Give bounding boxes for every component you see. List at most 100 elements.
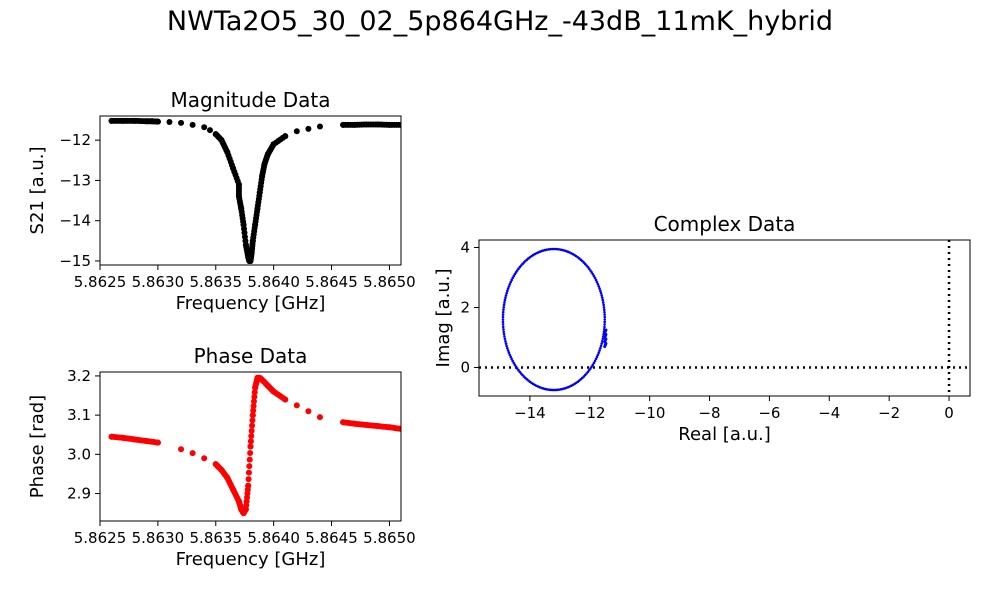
magnitude-point [131,117,138,124]
complex-xtick-label: −4 [818,404,840,422]
phase-point [282,396,289,403]
magnitude-xtick-label: 5.8645 [305,273,358,291]
complex-frame [478,239,971,397]
phase-point [246,456,253,463]
figure-title: NWTa2O5_30_02_5p864GHz_-43dB_11mK_hybrid [166,6,834,37]
complex-point [600,342,603,345]
magnitude-axes: Magnitude Data 5.8625 5.8630 5.8635 5.8640 5.… [27,88,416,314]
complex-point [603,310,606,314]
magnitude-point [224,149,231,156]
magnitude-point [363,121,370,128]
magnitude-point [108,117,115,124]
phase-point [212,461,219,468]
complex-point [509,355,512,359]
magnitude-point [201,124,208,131]
complex-point [501,323,505,326]
complex-xtick-label: −12 [574,404,606,422]
complex-point [599,289,602,293]
complex-point [504,339,507,343]
phase-point [235,498,242,505]
complex-ytick-label: 0 [460,359,470,377]
complex-point [512,361,516,365]
phase-point [245,469,252,476]
complex-point [501,315,505,319]
magnitude-point [254,205,261,212]
phase-point [252,384,259,391]
phase-point [246,463,253,470]
phase-point [264,382,271,389]
complex-point [508,353,512,357]
complex-point [506,349,510,352]
complex-point [502,305,506,309]
phase-point [178,446,185,453]
phase-point [245,482,252,489]
phase-point [245,476,252,483]
complex-point [513,363,517,367]
complex-point [511,359,514,363]
phase-point [293,402,300,409]
magnitude-xtick-label: 5.8650 [363,273,416,291]
phase-point [201,455,208,462]
complex-plot-area [479,240,970,396]
complex-point [509,280,512,284]
magnitude-point [154,118,161,125]
complex-point [600,294,603,297]
phase-point [120,434,127,441]
complex-point [592,274,596,278]
magnitude-ylabel: S21 [a.u.] [27,147,48,235]
phase-point [247,443,254,450]
complex-xtick-label: −6 [758,404,780,422]
magnitude-point [305,125,312,132]
magnitude-xtick-label: 5.8630 [132,273,185,291]
complex-point [601,301,605,304]
phase-ylabel: Phase [rad] [27,395,48,498]
phase-xtick-label: 5.8640 [247,529,300,547]
complex-point [506,287,510,290]
phase-point [108,433,115,440]
complex-point [601,337,605,341]
complex-point [502,303,506,307]
magnitude-xtick-label: 5.8640 [247,273,300,291]
magnitude-point [120,117,127,124]
magnitude-point [293,128,300,135]
phase-point [250,402,257,409]
complex-point [598,349,601,352]
magnitude-point [230,165,237,172]
magnitude-point [189,121,196,128]
magnitude-point [247,257,254,264]
magnitude-point [178,119,185,126]
phase-point [249,422,256,429]
magnitude-point [218,137,225,144]
phase-xtick-label: 5.8635 [190,529,243,547]
complex-point [592,361,596,365]
magnitude-point [398,121,401,128]
complex-point [597,351,601,354]
complex-point [504,294,508,297]
complex-point [594,357,598,361]
complex-point [594,278,598,282]
complex-point [510,278,513,282]
phase-point [363,421,370,428]
magnitude-ytick-label: −15 [59,252,91,270]
phase-point [218,467,225,474]
complex-point [593,276,597,280]
magnitude-xtick-label: 5.8635 [190,273,243,291]
phase-point [270,388,277,395]
phase-xtick-label: 5.8625 [74,529,127,547]
complex-xtick-label: −8 [698,404,720,422]
phase-point [242,506,249,513]
phase-axes: Phase Data 5.8625 5.8630 5.8635 5.8640 5.8645… [27,344,416,570]
magnitude-point [316,123,323,130]
complex-point [501,325,505,329]
phase-point [305,408,312,415]
magnitude-point [259,173,266,180]
complex-point [591,363,595,367]
phase-point [131,436,138,443]
magnitude-point [261,161,268,168]
magnitude-ytick-label: −13 [59,171,91,189]
phase-xtick-label: 5.8630 [132,529,185,547]
magnitude-point [249,237,256,244]
phase-point [247,438,254,445]
magnitude-point [235,193,242,200]
